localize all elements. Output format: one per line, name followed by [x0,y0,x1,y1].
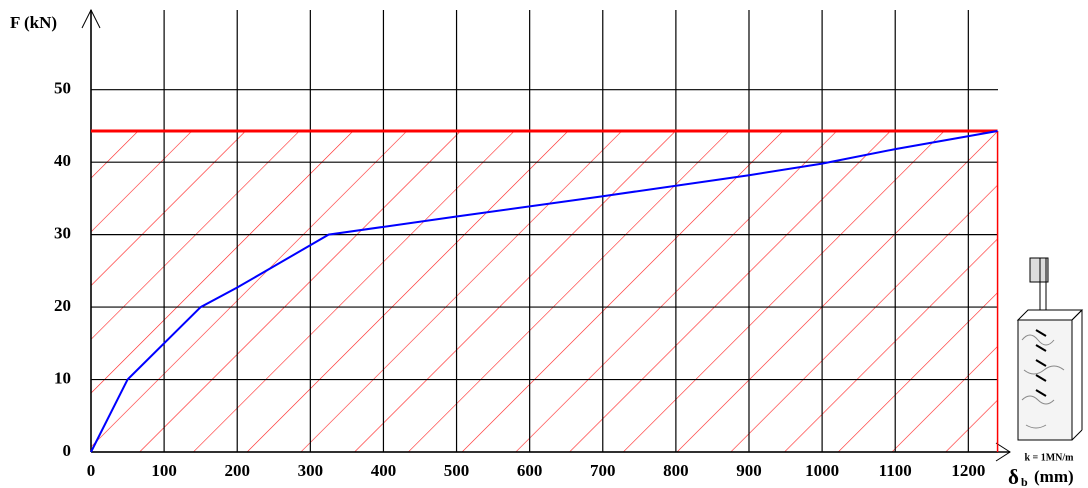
admissible-region [91,131,998,452]
x-label-subscript: b [1021,475,1028,488]
x-label-symbol: δ [1008,465,1019,488]
x-tick-label: 200 [224,461,250,480]
x-tick-label: 400 [371,461,397,480]
x-axis-arrow [995,442,1011,462]
x-tick-label: 300 [298,461,324,480]
y-axis-label: F (kN) [10,13,57,32]
y-tick-label: 0 [63,441,72,460]
x-tick-label: 700 [590,461,616,480]
y-tick-label: 40 [54,151,71,170]
x-axis-label: δ b (mm) [1008,465,1074,488]
y-axis-arrow [81,8,101,29]
y-tick-label: 50 [54,79,71,98]
y-tick-label: 30 [54,224,71,243]
x-tick-label: 1200 [951,461,985,480]
y-tick-label: 20 [54,296,71,315]
x-tick-label: 500 [444,461,470,480]
y-tick-label: 10 [54,368,71,387]
inset-icon [1016,257,1084,441]
annotation: k = 1MN/m [1024,452,1074,463]
x-tick-label: 600 [517,461,543,480]
x-tick-label: 1100 [879,461,912,480]
x-tick-label: 1000 [805,461,839,480]
x-tick-label: 100 [151,461,177,480]
x-label-unit: (mm) [1034,467,1074,486]
force-curve [90,130,998,453]
x-tick-label: 900 [736,461,762,480]
x-tick-label: 800 [663,461,689,480]
x-tick-label: 0 [87,461,96,480]
